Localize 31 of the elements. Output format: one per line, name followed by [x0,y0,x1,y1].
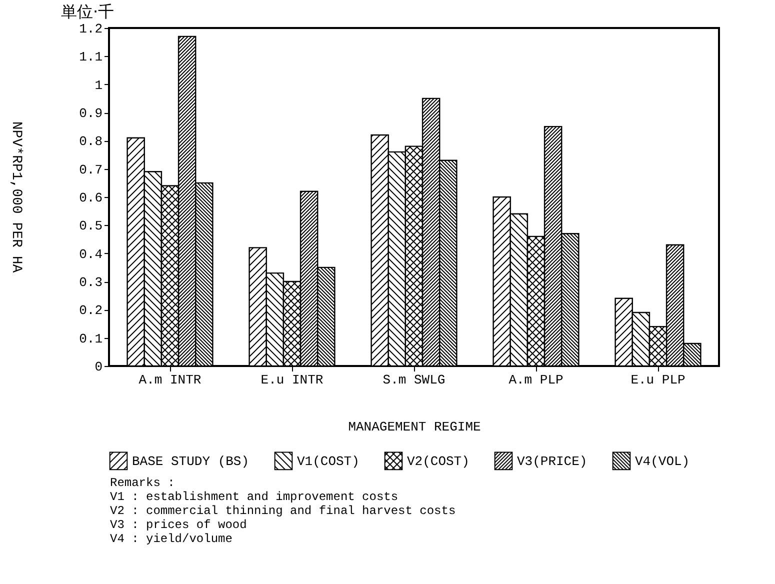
legend-label: V3(PRICE) [517,454,588,469]
x-tick-label: E.u PLP [630,372,686,388]
x-tick-label: S.m SWLG [382,372,446,388]
text: V3 : prices of wood [110,518,248,532]
y-tick-label: 1.1 [79,50,103,65]
text: V1 : establishment and improvement costs [110,490,400,504]
text: V2 : commercial thinning and final harvest costs [110,504,457,518]
y-tick-label: 0.8 [79,134,102,150]
legend-label: V1(COST) [297,454,360,469]
y-tick-label: 0.3 [79,275,102,290]
y-tick-label: 1 [94,78,103,93]
y-tick-label: 0.7 [79,162,102,178]
y-axis-title: NPV*RP1,000 PER HA [8,121,24,274]
y-tick-label: 0.4 [79,246,103,262]
x-tick-label: A.m INTR [138,372,202,388]
y-tick-label: 0.5 [79,218,102,234]
x-axis-title: MANAGEMENT REGIME [348,420,482,434]
chart-title: 単位·千 [61,2,114,21]
y-tick-label: 0 [94,360,102,374]
text: Remarks : [110,476,176,490]
legend-label: V4(VOL) [635,454,690,469]
y-tick-label: 0.9 [79,106,102,121]
legend-label: BASE STUDY (BS) [132,454,250,469]
y-tick-label: 1.2 [79,22,102,36]
y-tick-label: 0.1 [79,331,103,346]
text: V4 : yield/volume [110,532,234,546]
x-tick-label: E.u INTR [260,372,324,388]
y-tick-label: 0.6 [79,190,102,206]
y-tick-label: 0.2 [79,303,102,318]
x-tick-label: A.m PLP [508,372,564,388]
legend-label: V2(COST) [407,454,470,469]
